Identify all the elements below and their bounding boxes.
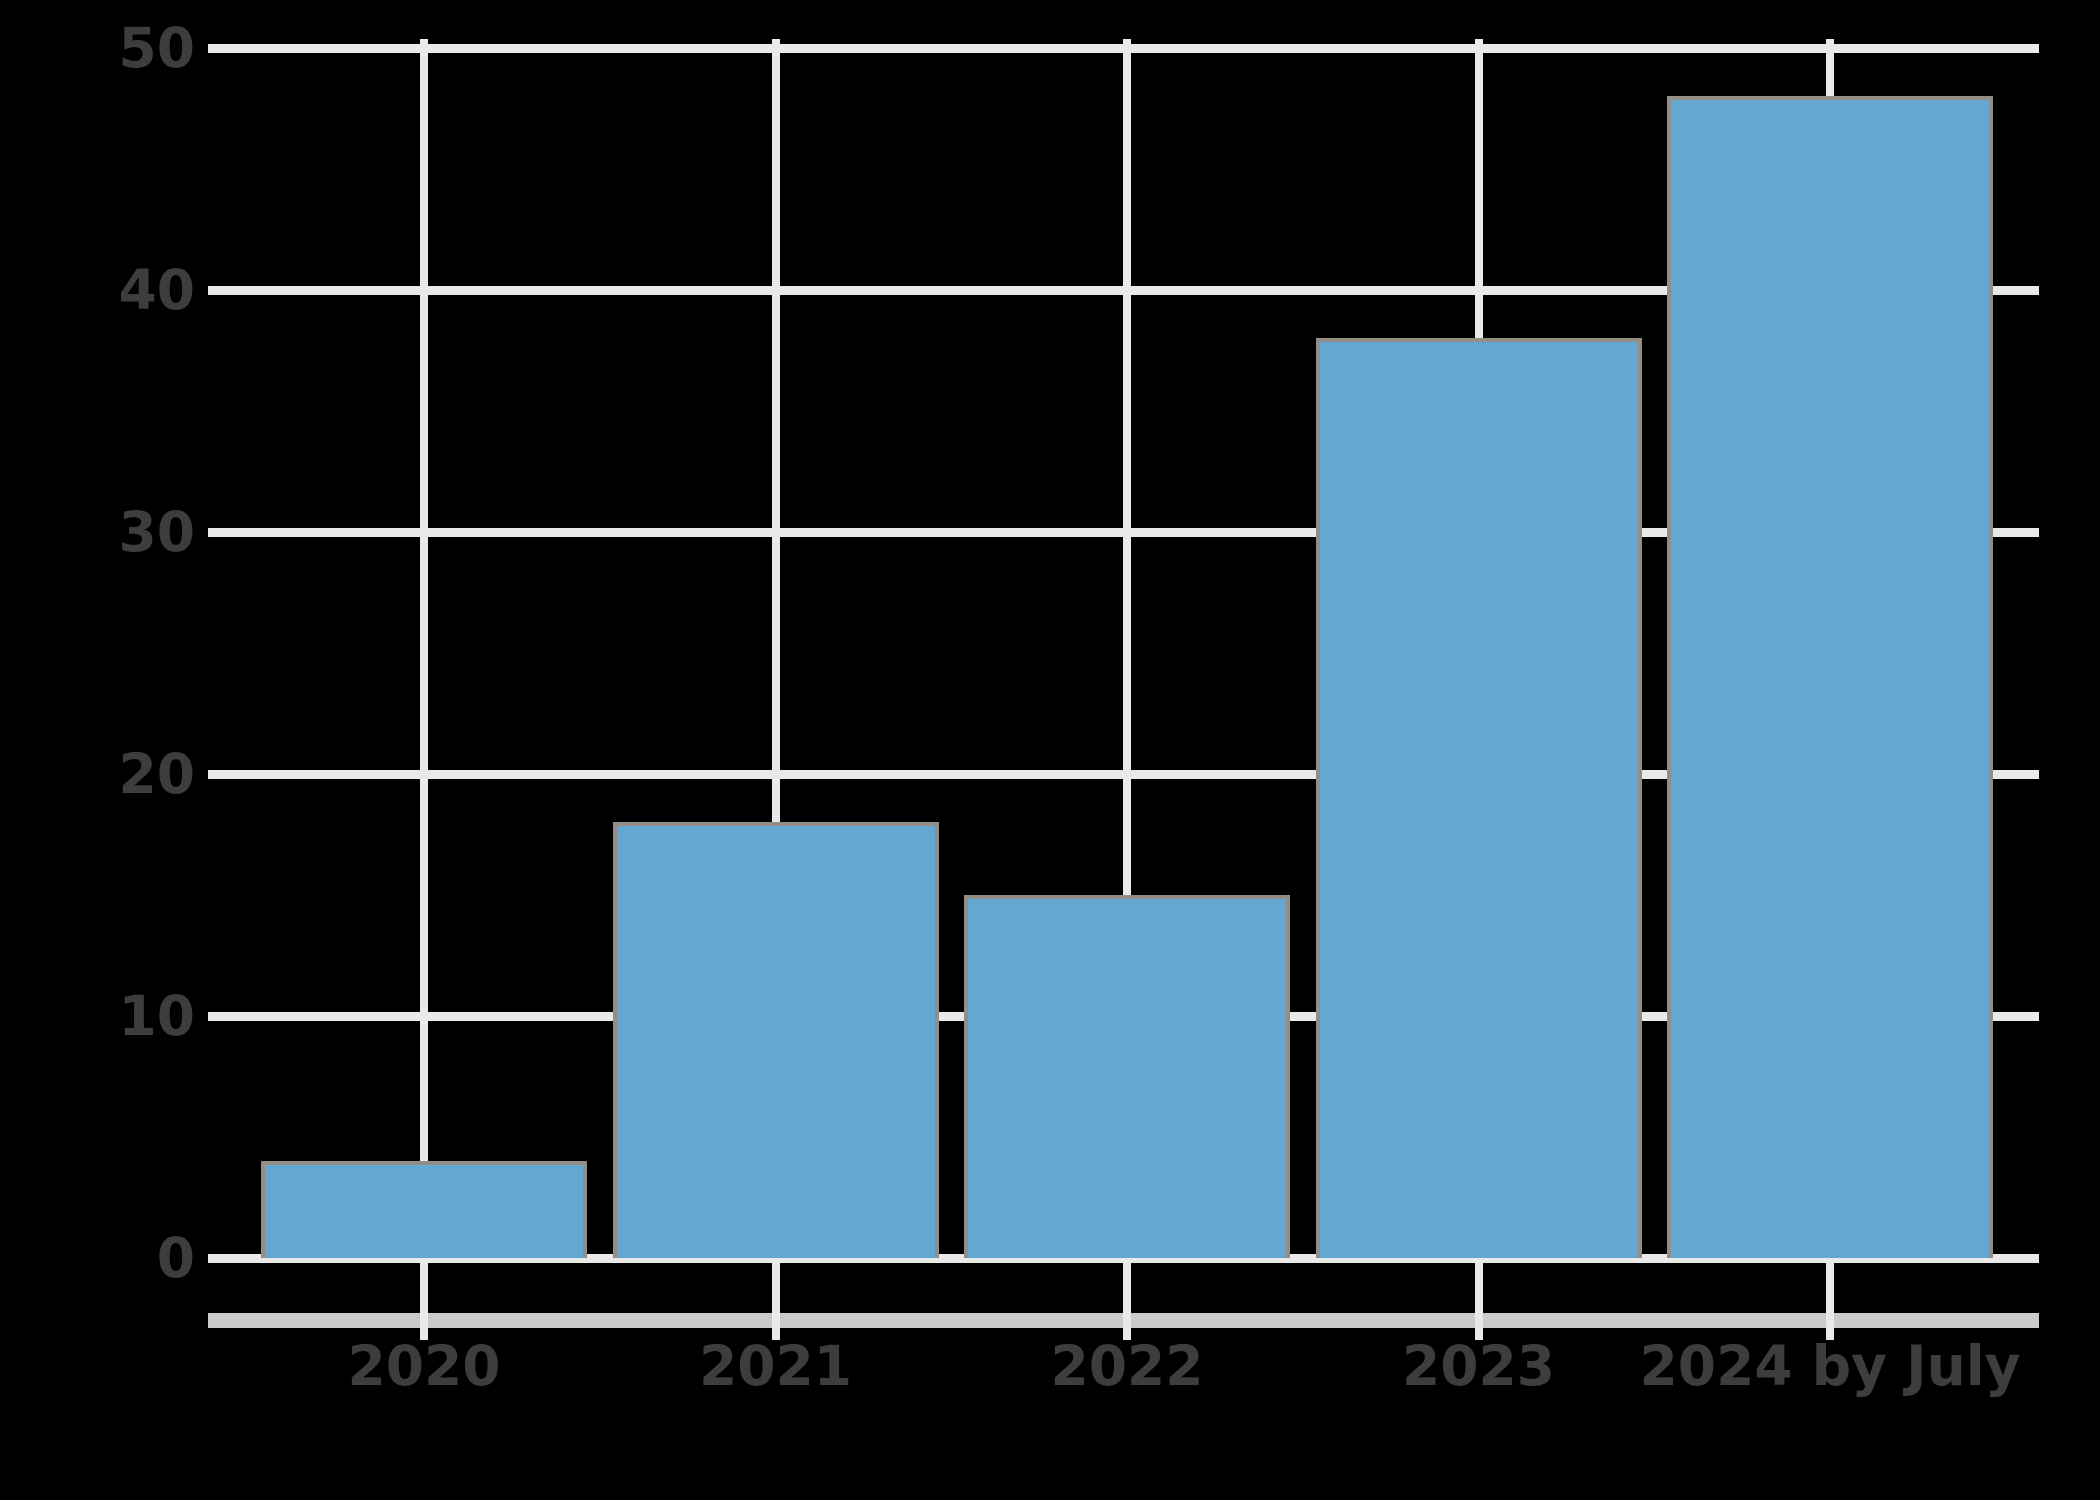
y-tick-label: 20 — [118, 742, 195, 806]
y-tick-label: 40 — [118, 258, 195, 322]
x-tick-label: 2022 — [1050, 1334, 1204, 1398]
bar — [612, 822, 939, 1258]
x-gridline — [771, 39, 780, 1340]
bar — [1315, 338, 1642, 1258]
x-tick-label: 2020 — [347, 1334, 501, 1398]
y-tick-label: 50 — [118, 16, 195, 80]
x-tick-label: 2023 — [1401, 1334, 1556, 1398]
bar — [261, 1161, 587, 1258]
bar — [1667, 96, 1993, 1258]
x-gridline — [420, 39, 428, 1340]
y-tick-label: 10 — [118, 984, 195, 1048]
x-tick-label: 2024 by July — [1639, 1334, 2021, 1398]
bar — [964, 895, 1290, 1258]
y-tick-label: 30 — [118, 500, 195, 564]
x-tick-label: 2021 — [698, 1334, 853, 1398]
y-tick-label: 0 — [156, 1226, 195, 1290]
x-gridline — [1123, 39, 1131, 1340]
